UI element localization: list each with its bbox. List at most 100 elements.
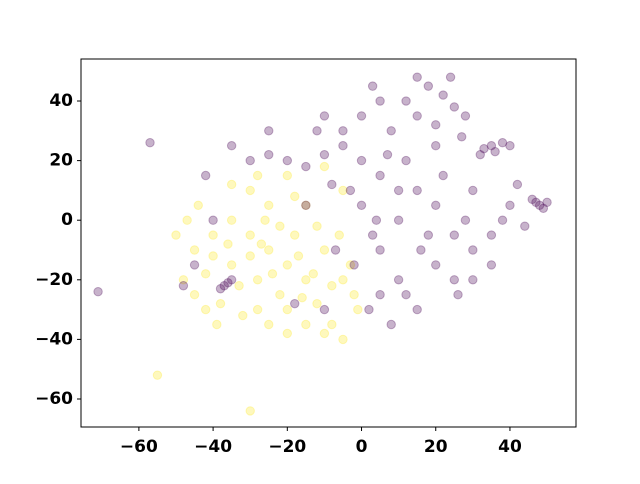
point <box>423 81 434 91</box>
point <box>215 298 226 309</box>
point <box>301 275 311 285</box>
point <box>497 138 508 148</box>
point <box>356 200 367 211</box>
point <box>319 161 330 172</box>
point <box>208 215 218 225</box>
point <box>375 96 385 106</box>
point <box>345 185 356 196</box>
point <box>301 200 311 211</box>
axes-frame <box>80 58 577 428</box>
point <box>200 170 211 181</box>
point <box>334 230 344 240</box>
point <box>267 269 278 279</box>
point <box>234 281 244 291</box>
point <box>486 260 497 270</box>
x-tick-label: 40 <box>498 437 522 457</box>
point <box>193 200 203 211</box>
point <box>445 72 456 82</box>
y-tick-label: −20 <box>35 270 73 290</box>
point <box>412 185 422 196</box>
point <box>245 155 255 166</box>
point <box>226 275 237 285</box>
point <box>319 245 330 255</box>
point <box>438 90 448 100</box>
point <box>282 328 293 339</box>
point <box>505 200 515 211</box>
point <box>152 370 163 380</box>
point <box>393 185 404 196</box>
point <box>527 194 537 205</box>
point <box>531 197 541 208</box>
point <box>345 260 356 270</box>
point <box>219 281 229 291</box>
point <box>338 141 348 151</box>
point <box>245 251 255 261</box>
point <box>171 230 181 240</box>
point <box>282 170 293 181</box>
point <box>245 230 255 240</box>
point <box>353 304 363 315</box>
point <box>275 289 285 300</box>
point <box>349 289 359 300</box>
point <box>252 170 263 181</box>
point <box>412 111 422 121</box>
point <box>301 200 311 211</box>
point <box>226 260 237 270</box>
point <box>212 319 222 330</box>
point <box>290 298 300 309</box>
point <box>460 215 471 225</box>
point <box>356 155 367 166</box>
point <box>475 149 485 160</box>
point <box>308 269 318 279</box>
point <box>401 96 411 106</box>
x-tick-label: −20 <box>268 437 306 457</box>
point <box>93 287 103 297</box>
point <box>223 278 233 288</box>
point <box>431 141 441 151</box>
point <box>208 230 218 240</box>
point <box>375 245 385 255</box>
point <box>189 289 200 300</box>
point <box>375 289 385 300</box>
point <box>282 260 293 270</box>
point <box>486 141 497 151</box>
point <box>490 146 500 157</box>
point <box>275 221 285 231</box>
point <box>256 239 267 249</box>
point <box>264 245 274 255</box>
point <box>438 170 448 181</box>
point <box>431 260 441 270</box>
point <box>245 406 255 416</box>
point <box>327 281 337 291</box>
point <box>182 215 192 225</box>
point <box>319 149 330 160</box>
point <box>223 239 233 249</box>
point <box>338 126 348 136</box>
point <box>401 289 411 300</box>
point <box>453 289 463 300</box>
point <box>208 251 218 261</box>
x-tick-label: 20 <box>424 437 448 457</box>
point <box>252 304 263 315</box>
point <box>371 215 382 225</box>
point <box>512 179 523 190</box>
point <box>457 132 467 142</box>
point <box>393 275 404 285</box>
point <box>479 143 489 154</box>
point <box>505 141 515 151</box>
point <box>449 230 459 240</box>
point <box>264 149 274 160</box>
point <box>189 245 200 255</box>
point <box>238 310 248 321</box>
point <box>327 179 337 190</box>
point <box>386 126 396 136</box>
point <box>367 230 378 240</box>
point <box>534 200 545 211</box>
point <box>290 191 300 202</box>
point <box>468 185 478 196</box>
point <box>264 200 274 211</box>
point <box>382 149 393 160</box>
point <box>356 111 367 121</box>
